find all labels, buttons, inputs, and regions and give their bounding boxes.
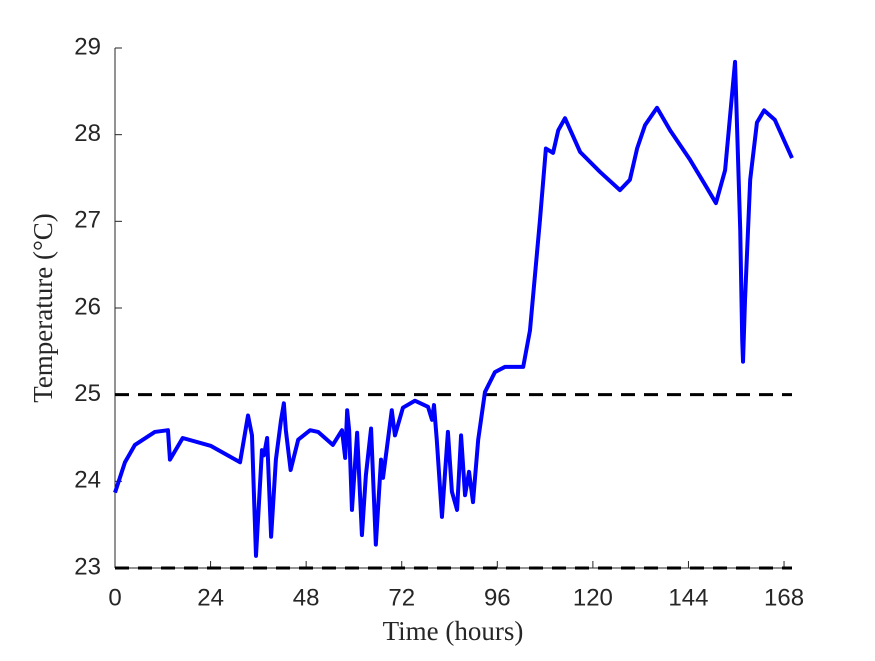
x-tick-label: 120 [573, 584, 613, 611]
y-tick-label: 25 [74, 380, 101, 407]
y-tick-label: 26 [74, 293, 101, 320]
x-tick-label: 72 [388, 584, 415, 611]
x-tick-label: 48 [293, 584, 320, 611]
x-tick-label: 96 [484, 584, 511, 611]
y-tick-label: 24 [74, 467, 101, 494]
y-axis-label: Temperature (°C) [28, 213, 58, 403]
x-tick-label: 168 [764, 584, 804, 611]
data-line [113, 59, 794, 558]
y-tick-label: 28 [74, 120, 101, 147]
x-axis-label: Time (hours) [383, 616, 524, 646]
y-tick-label: 29 [74, 33, 101, 60]
x-tick-label: 24 [197, 584, 224, 611]
x-tick-label: 0 [108, 584, 121, 611]
x-tick-label: 144 [668, 584, 708, 611]
y-tick-label: 27 [74, 207, 101, 234]
y-tick-label: 23 [74, 553, 101, 580]
